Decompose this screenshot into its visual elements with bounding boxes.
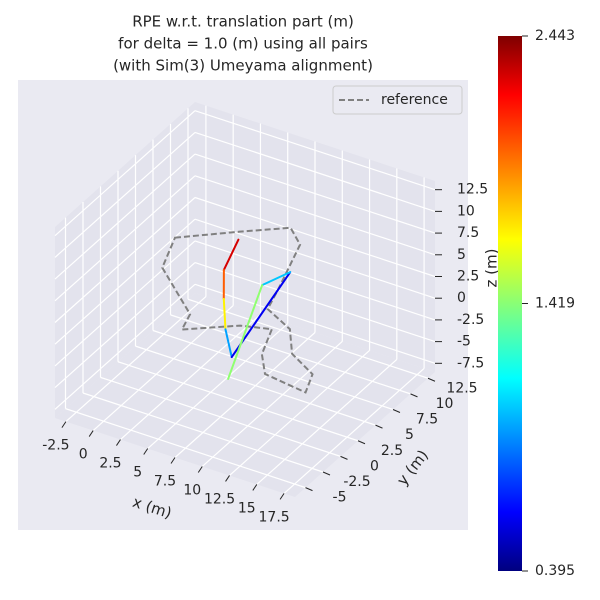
grid-line xyxy=(194,218,436,299)
grid-line xyxy=(194,131,436,212)
tick-mark xyxy=(252,484,258,491)
grid-line xyxy=(100,376,341,457)
tick-mark xyxy=(427,377,436,382)
grid-line xyxy=(54,175,196,302)
legend-label: reference xyxy=(381,92,448,108)
y-tick-label: 5 xyxy=(405,427,414,443)
grid-line xyxy=(201,341,343,467)
z-tick-label: 10 xyxy=(457,203,475,219)
grid-line xyxy=(135,345,376,426)
grid-line xyxy=(194,262,436,343)
grid-line xyxy=(54,218,196,345)
grid-line xyxy=(194,110,436,191)
reference-line xyxy=(161,226,314,394)
grid-line xyxy=(152,329,394,411)
z-tick-label: -2.5 xyxy=(457,312,484,328)
grid-line xyxy=(187,298,429,379)
grid-line xyxy=(194,240,436,321)
grid-line xyxy=(194,196,436,278)
x-tick-label: -2.5 xyxy=(42,438,69,454)
colorbar xyxy=(498,36,522,571)
grid-line xyxy=(65,408,306,489)
tick-mark xyxy=(410,393,418,398)
z-tick-label: 0 xyxy=(457,290,466,306)
trajectory-segment xyxy=(224,328,233,359)
grid-line xyxy=(54,197,196,323)
title-line: for delta = 1.0 (m) using all pairs xyxy=(118,35,368,53)
z-axis-label: z (m) xyxy=(483,249,501,288)
tick-mark xyxy=(225,475,230,482)
x-tick-label: 5 xyxy=(133,465,142,481)
x-tick-label: 2.5 xyxy=(99,456,121,472)
z-tick-label: 12.5 xyxy=(457,182,488,198)
grid-line xyxy=(65,296,207,423)
grid-line xyxy=(117,361,359,442)
colorbar-tick-label: 1.419 xyxy=(535,296,575,312)
x-tick-label: 0 xyxy=(79,447,88,463)
x-tick-label: 12.5 xyxy=(204,491,235,507)
tick-mark xyxy=(279,493,285,500)
grid-line xyxy=(229,350,370,476)
tick-mark xyxy=(170,457,176,464)
trajectory-segment xyxy=(222,297,227,331)
x-tick-label: 7.5 xyxy=(154,474,176,490)
tick-mark xyxy=(88,430,94,437)
colorbar-tick-label: 0.395 xyxy=(535,563,575,579)
tick-mark xyxy=(197,466,203,473)
grid-line xyxy=(194,283,436,364)
z-tick-label: -7.5 xyxy=(457,355,484,371)
x-tick-label: 10 xyxy=(183,482,201,498)
grid-line xyxy=(54,110,196,237)
title-line: (with Sim(3) Umeyama alignment) xyxy=(113,57,373,75)
y-tick-label: 10 xyxy=(436,396,454,412)
tick-mark xyxy=(322,471,331,476)
trajectory-segment xyxy=(261,271,292,287)
z-tick-label: -5 xyxy=(457,334,471,350)
trajectory-segment xyxy=(222,238,240,271)
z-tick-label: 7.5 xyxy=(457,225,479,241)
x-tick-label: 15 xyxy=(238,500,256,516)
grid-line xyxy=(120,314,261,440)
y-tick-label: 12.5 xyxy=(446,380,477,396)
grid-line xyxy=(54,131,196,258)
y-tick-label: -2.5 xyxy=(343,474,370,490)
x-tick-label: 17.5 xyxy=(259,509,290,525)
z-tick-label: 2.5 xyxy=(457,269,479,285)
y-tick-label: -5 xyxy=(333,490,347,506)
grid-line xyxy=(194,175,436,256)
grid-line xyxy=(54,283,196,410)
tick-mark xyxy=(116,439,121,446)
tick-mark xyxy=(392,409,401,413)
grid-line xyxy=(54,240,196,367)
y-tick-label: 7.5 xyxy=(416,412,438,428)
y-tick-label: 0 xyxy=(370,458,379,474)
legend: reference xyxy=(332,85,463,115)
y-tick-label: 2.5 xyxy=(381,443,403,459)
title-line: RPE w.r.t. translation part (m) xyxy=(132,13,354,31)
grid-line xyxy=(283,367,425,494)
tick-mark xyxy=(340,455,348,460)
grid-line xyxy=(147,323,289,449)
tick-mark xyxy=(357,440,366,445)
legend-box xyxy=(332,85,463,115)
grid-line xyxy=(54,153,196,280)
z-tick-label: 5 xyxy=(457,247,466,263)
tick-mark xyxy=(305,487,313,492)
tick-mark xyxy=(375,424,383,429)
grid-line xyxy=(92,305,234,432)
grid-line xyxy=(256,358,398,485)
colorbar-tick-label: 2.443 xyxy=(535,28,575,44)
tick-mark xyxy=(143,448,149,455)
tick-mark xyxy=(61,421,67,428)
grid-line xyxy=(194,153,436,234)
trajectory-segment xyxy=(227,284,264,380)
grid-line xyxy=(82,392,324,473)
